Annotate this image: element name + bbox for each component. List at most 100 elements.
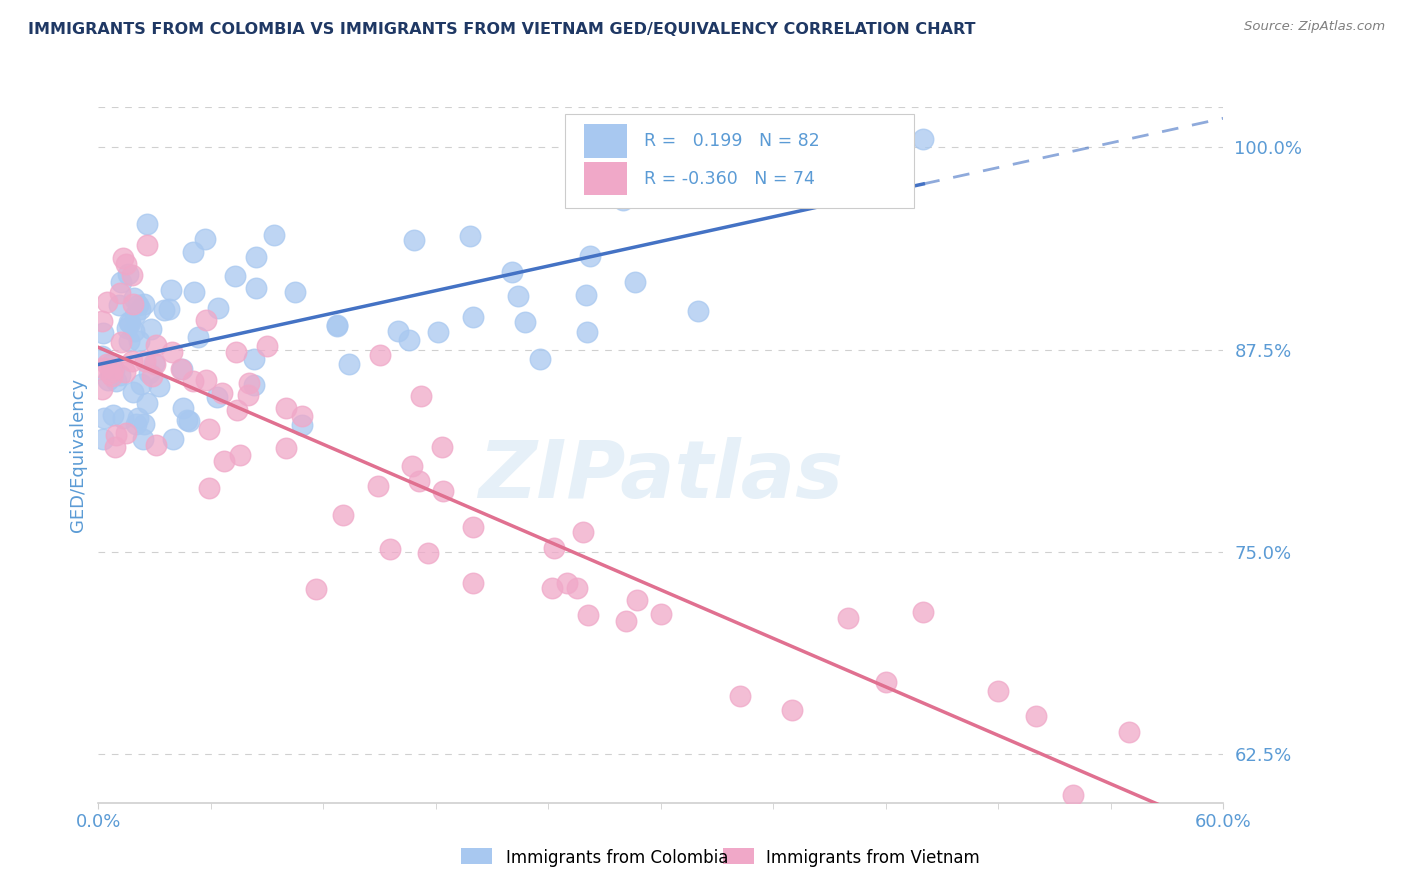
Point	[125, 417, 148, 431]
Point	[418, 546, 440, 560]
Point	[128, 334, 150, 349]
Point	[181, 244, 204, 259]
Point	[198, 481, 221, 495]
Point	[91, 326, 114, 341]
Point	[122, 385, 145, 400]
Point	[170, 361, 193, 376]
Point	[540, 582, 562, 596]
Bar	[585, 162, 627, 195]
Point	[131, 432, 153, 446]
Point	[430, 440, 453, 454]
Point	[118, 315, 141, 329]
Point	[912, 605, 935, 619]
Point	[103, 409, 125, 423]
Point	[1025, 708, 1047, 723]
Point	[256, 339, 278, 353]
Point	[305, 582, 328, 596]
Point	[157, 302, 180, 317]
Point	[398, 333, 420, 347]
Point	[117, 267, 139, 281]
Point	[614, 614, 637, 628]
Point	[93, 411, 115, 425]
Point	[104, 440, 127, 454]
Point	[97, 373, 120, 387]
Point	[263, 227, 285, 242]
Point	[245, 281, 267, 295]
Point	[326, 319, 349, 334]
Point	[172, 401, 194, 415]
Point	[136, 395, 159, 409]
Point	[274, 401, 297, 416]
FancyBboxPatch shape	[565, 114, 914, 208]
Point	[103, 362, 125, 376]
Point	[143, 357, 166, 371]
Point	[194, 373, 217, 387]
Point	[238, 376, 260, 390]
Point	[96, 295, 118, 310]
Point	[633, 165, 655, 179]
Point	[987, 684, 1010, 698]
Point	[243, 351, 266, 366]
Point	[624, 275, 647, 289]
Point	[124, 308, 146, 322]
Point	[508, 289, 530, 303]
Point	[98, 366, 121, 380]
Point	[162, 432, 184, 446]
Point	[572, 524, 595, 539]
Point	[575, 326, 598, 340]
Text: R = -0.360   N = 74: R = -0.360 N = 74	[644, 169, 815, 187]
Point	[108, 285, 131, 300]
Point	[225, 345, 247, 359]
Point	[129, 377, 152, 392]
Point	[122, 324, 145, 338]
Point	[108, 368, 131, 382]
Point	[122, 297, 145, 311]
Point	[205, 390, 228, 404]
Point	[139, 322, 162, 336]
Point	[91, 432, 114, 446]
Point	[238, 388, 260, 402]
Point	[127, 411, 149, 425]
Point	[242, 378, 264, 392]
Point	[291, 417, 314, 432]
Point	[135, 238, 157, 252]
Text: Source: ZipAtlas.com: Source: ZipAtlas.com	[1244, 20, 1385, 33]
Point	[183, 285, 205, 300]
Point	[226, 403, 249, 417]
Point	[408, 474, 430, 488]
Point	[529, 352, 551, 367]
Text: ZIPatlas: ZIPatlas	[478, 437, 844, 515]
Point	[1062, 788, 1084, 802]
Point	[112, 411, 135, 425]
Point	[229, 448, 252, 462]
Point	[780, 703, 803, 717]
Point	[378, 541, 401, 556]
Point	[111, 252, 134, 266]
Point	[688, 304, 710, 318]
Point	[148, 379, 170, 393]
Point	[194, 313, 217, 327]
Point	[114, 425, 136, 440]
Point	[91, 350, 114, 364]
Point	[367, 479, 389, 493]
Point	[127, 298, 149, 312]
Point	[461, 575, 484, 590]
Point	[458, 228, 481, 243]
Point	[91, 360, 114, 375]
Point	[800, 132, 823, 146]
Point	[96, 357, 118, 371]
Point	[402, 233, 425, 247]
Point	[274, 441, 297, 455]
Point	[118, 316, 141, 330]
Point	[207, 301, 229, 315]
Point	[145, 438, 167, 452]
Point	[576, 608, 599, 623]
Point	[211, 385, 233, 400]
Point	[575, 287, 598, 301]
Text: Immigrants from Colombia: Immigrants from Colombia	[506, 849, 728, 867]
Point	[145, 338, 167, 352]
Point	[121, 268, 143, 283]
Point	[100, 357, 122, 371]
Point	[181, 374, 204, 388]
Point	[387, 324, 409, 338]
